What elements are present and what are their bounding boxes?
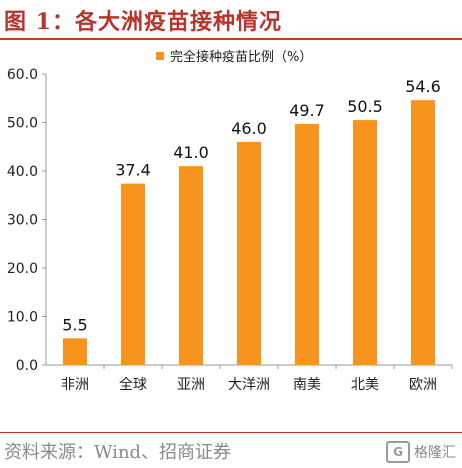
page-title: 图 1：各大洲疫苗接种情况: [4, 9, 282, 35]
y-tick-label: 50.0: [7, 116, 38, 132]
y-tick-label: 0.0: [16, 358, 38, 374]
bar: [411, 100, 435, 365]
bar: [121, 183, 145, 365]
x-tick-label: 非洲: [61, 377, 89, 393]
x-tick-label: 北美: [351, 377, 379, 393]
bar: [179, 166, 203, 365]
legend-swatch: [156, 51, 164, 60]
x-tick-label: 欧洲: [409, 377, 437, 393]
data-label: 5.5: [62, 315, 87, 334]
x-tick-label: 全球: [119, 376, 147, 393]
data-label: 54.6: [405, 77, 441, 96]
watermark-text: 格隆汇: [414, 445, 456, 461]
title-rule: [0, 38, 462, 40]
x-tick-label: 大洋洲: [228, 377, 270, 393]
x-tick-label: 南美: [293, 377, 321, 393]
source-note: 资料来源：Wind、招商证券: [4, 442, 232, 463]
bar: [237, 141, 261, 365]
chart-legend: 完全接种疫苗比例（%）: [156, 46, 312, 65]
data-label: 49.7: [289, 101, 325, 120]
y-tick-label: 40.0: [7, 164, 38, 180]
y-tick-label: 20.0: [7, 261, 38, 277]
y-tick-label: 30.0: [7, 213, 38, 229]
data-label: 37.4: [115, 161, 151, 180]
source-rule: [0, 432, 462, 433]
watermark: G 格隆汇: [386, 440, 456, 464]
x-tick-label: 亚洲: [177, 377, 205, 393]
bar: [295, 123, 319, 365]
data-label: 46.0: [231, 119, 267, 138]
y-tick-label: 60.0: [7, 67, 38, 83]
bar: [63, 338, 87, 365]
y-tick-label: 10.0: [7, 310, 38, 326]
data-label: 50.5: [347, 97, 383, 116]
legend-label: 完全接种疫苗比例（%）: [170, 50, 313, 65]
data-label: 41.0: [173, 143, 209, 162]
bar: [353, 120, 377, 365]
watermark-logo-icon: G: [386, 441, 410, 463]
title-bar: 图 1：各大洲疫苗接种情况: [0, 0, 462, 40]
bar-chart: 0.0 10.0 20.0 30.0 40.0 50.0 60.0 5.5 非洲 37.4 全球 41…: [7, 67, 453, 393]
